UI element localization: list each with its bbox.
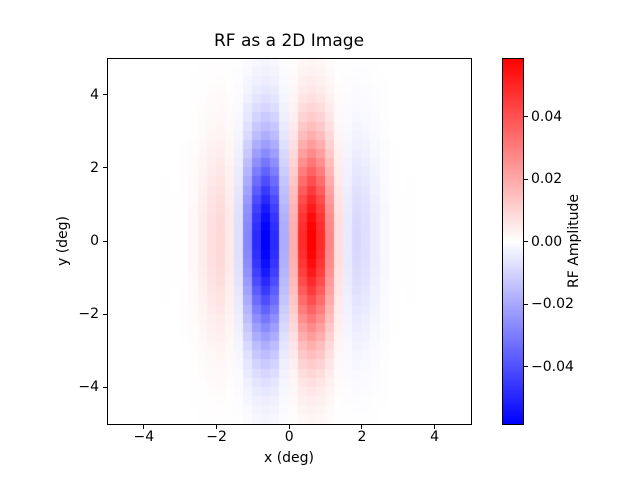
x-tick-label: 0 [284,429,294,445]
x-tick-mark [216,425,218,429]
colorbar-tick-label: 0.00 [531,233,563,250]
x-tick-label: 4 [430,429,440,445]
x-tick-mark [288,425,290,429]
x-axis-label: x (deg) [263,450,315,466]
colorbar-tick-label: −0.04 [531,358,574,375]
x-tick-mark [361,425,363,429]
colorbar-tick-label: −0.02 [531,296,574,312]
y-tick-label: 4 [90,86,99,103]
colorbar-gradient [503,59,523,424]
colorbar-tick-mark [524,303,528,305]
y-tick-mark [103,240,107,242]
colorbar-tick-label: 0.04 [531,108,563,125]
colorbar-label: RF Amplitude [566,194,582,288]
y-axis-label: y (deg) [55,215,71,267]
x-tick-label: 2 [357,429,367,445]
x-tick-mark [143,425,145,429]
y-tick-label: −4 [78,379,99,396]
colorbar-tick-mark [524,241,528,242]
y-tick-label: 2 [90,159,99,176]
y-tick-mark [103,167,107,169]
y-tick-mark [103,94,107,96]
y-tick-label: −2 [78,306,99,323]
colorbar-tick-mark [524,366,528,367]
chart-title: RF as a 2D Image [213,31,365,51]
rf-heatmap-image [107,58,471,424]
x-tick-label: −4 [133,429,155,445]
y-tick-label: 0 [90,233,99,249]
colorbar-tick-mark [524,178,528,180]
x-tick-mark [434,425,436,429]
colorbar-tick-mark [524,116,528,117]
y-tick-mark [103,386,107,388]
x-tick-label: −2 [206,429,227,445]
colorbar-tick-label: 0.02 [531,171,563,187]
y-tick-mark [103,313,107,315]
